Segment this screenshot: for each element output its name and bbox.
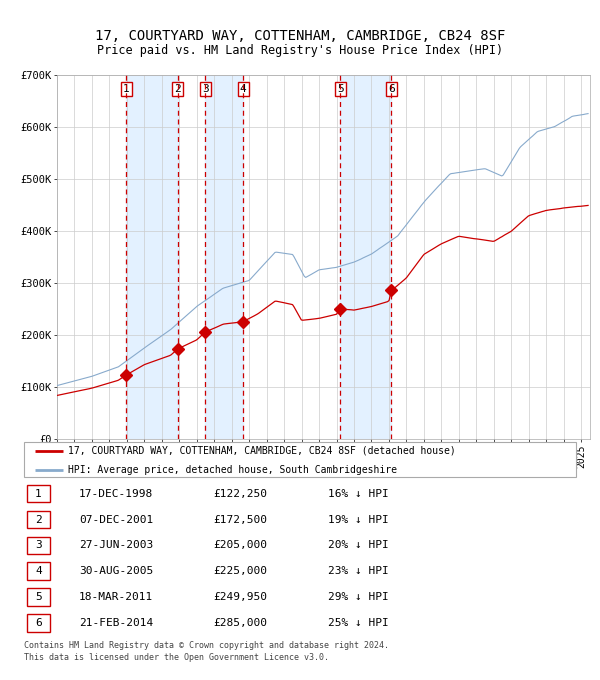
Text: 4: 4 (35, 566, 42, 576)
Text: 20% ↓ HPI: 20% ↓ HPI (328, 541, 388, 550)
Text: 2: 2 (175, 84, 181, 94)
Text: £225,000: £225,000 (213, 566, 267, 576)
Text: 07-DEC-2001: 07-DEC-2001 (79, 515, 154, 524)
Text: 6: 6 (35, 618, 42, 628)
FancyBboxPatch shape (27, 588, 50, 606)
Text: Contains HM Land Registry data © Crown copyright and database right 2024.: Contains HM Land Registry data © Crown c… (24, 641, 389, 649)
Text: 1: 1 (123, 84, 130, 94)
Text: 3: 3 (202, 84, 209, 94)
Text: 17, COURTYARD WAY, COTTENHAM, CAMBRIDGE, CB24 8SF: 17, COURTYARD WAY, COTTENHAM, CAMBRIDGE,… (95, 29, 505, 44)
Text: 18-MAR-2011: 18-MAR-2011 (79, 592, 154, 602)
Text: 5: 5 (35, 592, 42, 602)
Text: 5: 5 (337, 84, 344, 94)
Text: Price paid vs. HM Land Registry's House Price Index (HPI): Price paid vs. HM Land Registry's House … (97, 44, 503, 56)
Text: £205,000: £205,000 (213, 541, 267, 550)
FancyBboxPatch shape (27, 485, 50, 503)
Text: 19% ↓ HPI: 19% ↓ HPI (328, 515, 388, 524)
FancyBboxPatch shape (24, 442, 576, 477)
Text: £249,950: £249,950 (213, 592, 267, 602)
Text: 1: 1 (35, 489, 42, 498)
Text: 2: 2 (35, 515, 42, 524)
Text: 17-DEC-1998: 17-DEC-1998 (79, 489, 154, 498)
FancyBboxPatch shape (27, 614, 50, 632)
Text: 4: 4 (240, 84, 247, 94)
Text: 21-FEB-2014: 21-FEB-2014 (79, 618, 154, 628)
Text: 3: 3 (35, 541, 42, 550)
Text: 25% ↓ HPI: 25% ↓ HPI (328, 618, 388, 628)
Text: 29% ↓ HPI: 29% ↓ HPI (328, 592, 388, 602)
Text: £172,500: £172,500 (213, 515, 267, 524)
Text: 30-AUG-2005: 30-AUG-2005 (79, 566, 154, 576)
Bar (340, 75, 391, 439)
Bar (126, 75, 178, 439)
Text: This data is licensed under the Open Government Licence v3.0.: This data is licensed under the Open Gov… (24, 653, 329, 662)
FancyBboxPatch shape (27, 537, 50, 554)
Text: 17, COURTYARD WAY, COTTENHAM, CAMBRIDGE, CB24 8SF (detached house): 17, COURTYARD WAY, COTTENHAM, CAMBRIDGE,… (68, 446, 456, 456)
Text: 16% ↓ HPI: 16% ↓ HPI (328, 489, 388, 498)
FancyBboxPatch shape (27, 562, 50, 580)
Text: 27-JUN-2003: 27-JUN-2003 (79, 541, 154, 550)
FancyBboxPatch shape (27, 511, 50, 528)
Text: £122,250: £122,250 (213, 489, 267, 498)
Text: 23% ↓ HPI: 23% ↓ HPI (328, 566, 388, 576)
Text: £285,000: £285,000 (213, 618, 267, 628)
Text: 6: 6 (388, 84, 395, 94)
Text: HPI: Average price, detached house, South Cambridgeshire: HPI: Average price, detached house, Sout… (68, 464, 397, 475)
Bar (205, 75, 243, 439)
